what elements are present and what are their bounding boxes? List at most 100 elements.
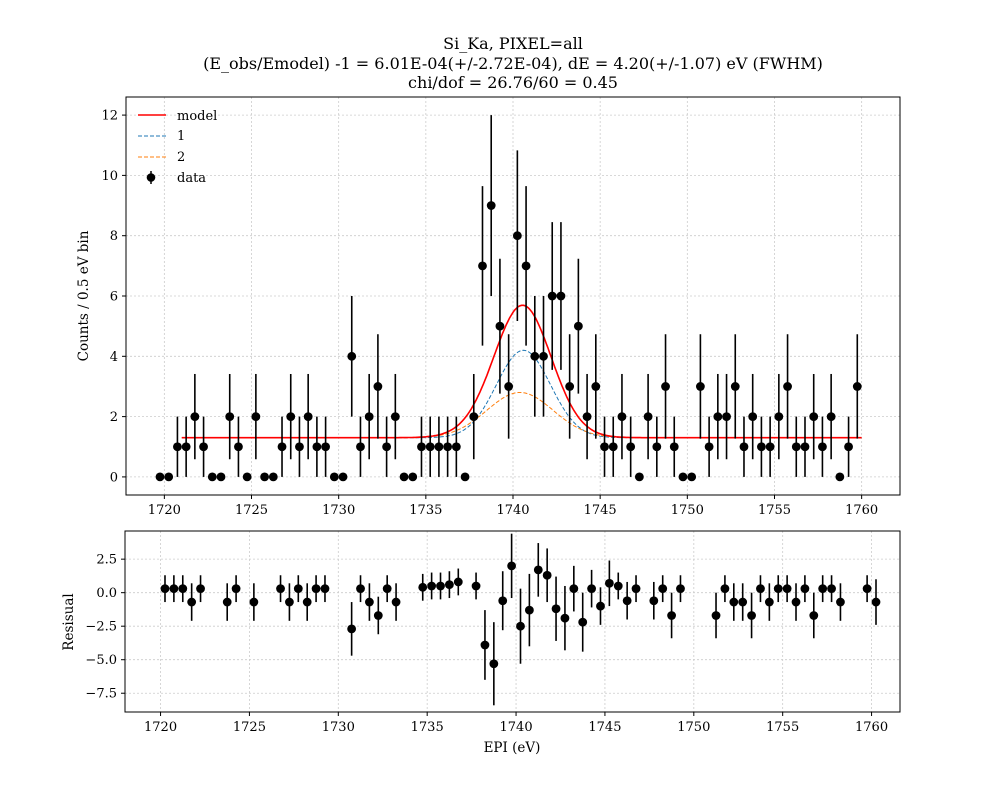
- residual-data-point: [809, 611, 819, 620]
- residual-data-point: [196, 584, 205, 594]
- main-data-point: [399, 472, 409, 482]
- residual-data-point: [436, 581, 445, 591]
- residual-data-point: [356, 584, 365, 594]
- residual-data-point: [676, 584, 685, 594]
- main-data-point: [364, 412, 374, 422]
- residual-data-point: [800, 584, 810, 594]
- residual-data-point: [480, 640, 490, 650]
- main-data-point: [164, 472, 174, 482]
- legend-2-label: 2: [177, 150, 185, 165]
- residual-data-point: [613, 581, 623, 591]
- residual-data-point: [622, 596, 632, 606]
- residual-data-point: [471, 581, 481, 591]
- residual-x-tick-label: 1745: [588, 720, 621, 735]
- residual-data-point: [773, 584, 783, 594]
- main-data-point: [783, 382, 792, 391]
- residual-data-point: [169, 584, 179, 594]
- chart-title-line-3: chi/dof = 26.76/60 = 0.45: [408, 73, 618, 92]
- residual-data-point: [862, 584, 872, 594]
- main-data-point: [329, 472, 339, 482]
- residual-ticks: 1720 1725 1730 1735 1740 1745 1750 1755 1760 2.5 0…: [85, 553, 888, 735]
- main-data-point: [556, 291, 566, 301]
- main-data-point: [722, 412, 731, 422]
- main-data-point: [704, 442, 714, 452]
- residual-data-point: [498, 596, 508, 606]
- main-data-point: [216, 472, 226, 482]
- residual-data-point: [631, 584, 641, 594]
- main-x-tick-label: 1745: [584, 503, 617, 518]
- residual-x-tick-label: 1725: [233, 720, 266, 735]
- main-x-tick-label: 1720: [148, 503, 181, 518]
- residual-data-point: [231, 584, 241, 594]
- main-data-point: [852, 382, 862, 391]
- main-data-point: [495, 321, 505, 331]
- main-x-tick-label: 1755: [758, 503, 791, 518]
- residual-data-point: [551, 604, 561, 614]
- main-data-point: [695, 382, 705, 391]
- residual-data-point: [791, 597, 801, 607]
- residual-axes-frame: [124, 530, 901, 713]
- main-data-point: [408, 472, 418, 482]
- main-data-point: [460, 472, 470, 482]
- residual-data-point: [729, 597, 739, 607]
- main-data-point: [295, 442, 304, 452]
- residual-data-point: [818, 584, 828, 594]
- main-data-point: [844, 442, 853, 452]
- main-data-point: [251, 412, 261, 422]
- residual-data-point: [747, 611, 756, 620]
- main-data-point: [547, 291, 557, 301]
- residual-data-point: [293, 584, 303, 594]
- main-data-point: [190, 412, 200, 422]
- main-x-tick-label: 1735: [409, 503, 442, 518]
- main-y-tick-label: 6: [110, 290, 118, 305]
- main-data-point: [225, 412, 235, 422]
- main-data-point: [582, 412, 592, 422]
- main-y-tick-label: 8: [110, 229, 118, 244]
- residual-data-point: [302, 597, 312, 607]
- residual-y-tick-label: −7.5: [85, 687, 117, 702]
- main-x-tick-label: 1730: [322, 503, 355, 518]
- residual-data-point: [391, 597, 401, 607]
- main-data-point: [565, 382, 575, 391]
- main-data-point: [774, 412, 784, 422]
- residual-data-point: [782, 584, 792, 594]
- residual-x-tick-label: 1735: [411, 720, 444, 735]
- residual-data-point: [516, 621, 525, 631]
- main-data-point: [765, 442, 775, 452]
- main-data-point: [347, 351, 357, 361]
- main-data-point: [634, 472, 644, 482]
- main-data-point: [643, 412, 653, 422]
- residual-x-tick-label: 1760: [855, 720, 888, 735]
- main-data-point: [277, 442, 287, 452]
- main-data-point: [425, 442, 435, 452]
- residual-grid: [125, 531, 900, 712]
- residual-x-tick-label: 1720: [144, 720, 177, 735]
- main-data-point: [530, 351, 540, 361]
- main-data-point: [242, 472, 252, 482]
- residual-data-point: [320, 584, 330, 594]
- main-y-tick-label: 2: [110, 410, 118, 425]
- main-data-point: [512, 231, 522, 241]
- legend-data-marker: [146, 173, 156, 182]
- residual-x-axis-label: EPI (eV): [484, 740, 541, 756]
- main-data-point: [286, 412, 296, 422]
- main-data-point: [835, 472, 845, 482]
- main-data-point: [155, 472, 165, 482]
- residual-x-tick-label: 1750: [677, 720, 710, 735]
- main-data-point: [303, 412, 313, 422]
- main-x-tick-label: 1740: [496, 503, 529, 518]
- main-data-point: [748, 412, 758, 422]
- residual-y-tick-label: 0.0: [96, 586, 117, 601]
- main-data-point: [521, 261, 531, 271]
- residual-y-tick-label: −5.0: [85, 653, 117, 668]
- residual-data-point: [720, 584, 730, 594]
- residual-data-point: [347, 624, 357, 634]
- residual-data-point: [827, 584, 836, 594]
- main-data-points: [155, 115, 862, 482]
- residual-data-point: [418, 582, 428, 592]
- residual-x-tick-label: 1740: [500, 720, 533, 735]
- main-data-point: [469, 412, 479, 422]
- residual-data-point: [373, 611, 383, 620]
- main-data-point: [617, 412, 627, 422]
- residual-data-point: [249, 597, 259, 607]
